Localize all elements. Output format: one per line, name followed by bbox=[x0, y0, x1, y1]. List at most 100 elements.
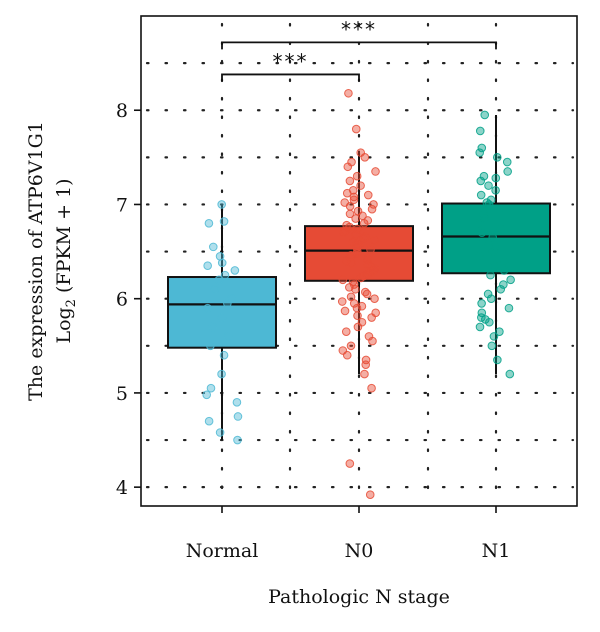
point-n0 bbox=[370, 294, 379, 303]
point-n0 bbox=[337, 297, 347, 306]
x-tick-label: N0 bbox=[345, 540, 374, 562]
point-n1 bbox=[475, 148, 485, 157]
point-n0 bbox=[345, 459, 355, 468]
point-n1 bbox=[474, 219, 484, 228]
point-n0 bbox=[370, 235, 379, 245]
point-n0 bbox=[346, 258, 356, 268]
point-normal bbox=[202, 390, 212, 400]
point-n0 bbox=[356, 273, 366, 283]
x-tick-label: N1 bbox=[482, 540, 511, 562]
point-n1 bbox=[477, 228, 487, 238]
point-n0 bbox=[339, 228, 348, 238]
point-n1 bbox=[490, 242, 500, 252]
y-axis-ticks: 4 5 6 7 8 bbox=[116, 100, 141, 499]
point-n0 bbox=[352, 171, 362, 181]
point-normal bbox=[204, 416, 214, 426]
significance-label: *** bbox=[341, 17, 377, 41]
point-n1 bbox=[480, 214, 489, 223]
point-n1 bbox=[478, 237, 488, 247]
point-n0 bbox=[349, 192, 359, 202]
point-n1 bbox=[486, 195, 496, 205]
point-n1 bbox=[488, 247, 498, 256]
y-axis-title-line1: The expression of ATP6V1G1 bbox=[25, 121, 47, 401]
point-n0 bbox=[356, 181, 365, 190]
y-tick-label: 6 bbox=[116, 289, 128, 311]
point-normal bbox=[217, 258, 227, 268]
point-normal bbox=[203, 303, 212, 313]
jitter-points bbox=[202, 88, 515, 499]
point-normal bbox=[203, 261, 212, 271]
point-n0 bbox=[352, 303, 362, 313]
point-n1 bbox=[505, 369, 515, 379]
point-n0 bbox=[360, 369, 369, 379]
point-n0 bbox=[343, 162, 353, 172]
point-n1 bbox=[490, 261, 499, 271]
y-axis-title-log-base: 2 bbox=[64, 299, 79, 307]
point-n0 bbox=[345, 202, 355, 211]
point-n0 bbox=[369, 200, 378, 209]
point-n0 bbox=[344, 88, 353, 98]
point-n1 bbox=[495, 223, 505, 233]
point-n0 bbox=[362, 289, 372, 299]
point-normal bbox=[233, 412, 243, 421]
point-normal bbox=[206, 383, 216, 393]
point-n1 bbox=[479, 171, 489, 181]
point-normal bbox=[223, 332, 233, 341]
point-n1 bbox=[506, 275, 515, 285]
point-n1 bbox=[487, 341, 497, 351]
x-axis-title: Pathologic N stage bbox=[268, 586, 450, 608]
point-n0 bbox=[363, 190, 373, 200]
y-tick-label: 4 bbox=[116, 477, 128, 499]
point-n0 bbox=[359, 234, 369, 243]
point-n0 bbox=[367, 204, 377, 214]
significance-brackets: *** *** bbox=[221, 17, 497, 82]
point-n0 bbox=[342, 188, 352, 198]
point-n1 bbox=[477, 299, 486, 308]
significance-bracket bbox=[221, 41, 497, 50]
point-n1 bbox=[475, 322, 485, 332]
y-axis-title: The expression of ATP6V1G1 Log2 (FPKM + … bbox=[25, 121, 79, 401]
point-n0 bbox=[351, 284, 360, 294]
point-n1 bbox=[489, 332, 499, 341]
significance-bracket bbox=[221, 73, 360, 82]
point-n1 bbox=[496, 284, 506, 294]
point-n0 bbox=[340, 306, 350, 316]
point-normal bbox=[217, 369, 226, 379]
point-normal bbox=[219, 217, 229, 226]
point-n1 bbox=[504, 303, 514, 313]
point-n0 bbox=[351, 124, 361, 134]
point-normal bbox=[217, 200, 226, 209]
point-n0 bbox=[349, 299, 359, 308]
point-normal bbox=[230, 266, 240, 275]
point-n0 bbox=[367, 313, 376, 322]
point-n1 bbox=[476, 176, 486, 186]
point-n1 bbox=[492, 153, 502, 162]
x-tick-label: Normal bbox=[186, 540, 259, 562]
point-normal bbox=[219, 350, 229, 360]
point-n0 bbox=[359, 219, 369, 228]
point-n0 bbox=[365, 490, 375, 499]
point-normal bbox=[232, 398, 242, 407]
point-n1 bbox=[486, 270, 495, 280]
point-n1 bbox=[499, 266, 509, 275]
point-normal bbox=[204, 219, 214, 228]
point-n0 bbox=[342, 350, 352, 360]
point-n1 bbox=[475, 126, 485, 136]
point-normal bbox=[210, 284, 219, 294]
point-n1 bbox=[477, 313, 486, 322]
x-axis-ticks: Normal N0 N1 bbox=[186, 506, 511, 562]
point-n1 bbox=[500, 256, 510, 266]
point-n1 bbox=[488, 233, 498, 242]
y-axis-title-unit: (FPKM + 1) bbox=[53, 178, 75, 299]
y-tick-label: 8 bbox=[116, 100, 128, 122]
point-n1 bbox=[501, 204, 511, 214]
point-normal bbox=[217, 313, 227, 322]
point-normal bbox=[220, 270, 230, 280]
point-n1 bbox=[495, 327, 504, 336]
point-n1 bbox=[483, 289, 493, 299]
point-n1 bbox=[476, 190, 486, 200]
point-n1 bbox=[493, 355, 502, 365]
significance-label: *** bbox=[273, 49, 309, 73]
y-tick-label: 7 bbox=[116, 194, 128, 216]
